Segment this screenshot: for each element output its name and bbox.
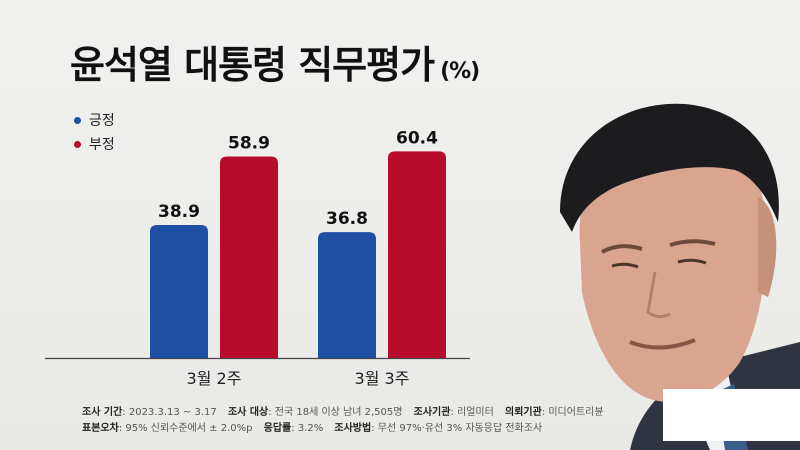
footer-value-target: : 전국 18세 이상 남녀 2,505명 xyxy=(268,407,403,418)
footer-line-2: 표본오차: 95% 신뢰수준에서 ± 2.0%p 응답률: 3.2% 조사방법:… xyxy=(82,421,604,437)
legend-label-positive: 긍정 xyxy=(89,113,115,129)
footer-line-1: 조사 기간: 2023.3.13 ~ 3.17 조사 대상: 전국 18세 이상… xyxy=(82,405,604,421)
bar-positive-1 xyxy=(150,224,208,358)
white-overlay-box xyxy=(663,389,800,441)
legend-dot-positive xyxy=(74,116,81,124)
footer-value-agency: : 리얼미터 xyxy=(450,407,494,418)
bar-positive-2 xyxy=(318,232,376,358)
footer-label-method: 조사방법 xyxy=(334,423,372,434)
footer-label-error: 표본오차 xyxy=(82,423,119,434)
survey-footer: 조사 기간: 2023.3.13 ~ 3.17 조사 대상: 전국 18세 이상… xyxy=(82,405,604,437)
bar-group: 38.9 58.9 3월 2주 36.8 60.4 3월 3주 xyxy=(45,128,470,388)
footer-label-client: 의뢰기관 xyxy=(505,407,542,418)
data-label-negative-2: 60.4 xyxy=(396,128,438,148)
x-tick-label-1: 3월 2주 xyxy=(187,369,242,388)
legend-dot-negative xyxy=(74,140,81,148)
legend-item-negative: 부정 xyxy=(74,132,115,156)
legend-item-positive: 긍정 xyxy=(74,108,115,132)
x-tick-label-2: 3월 3주 xyxy=(355,369,410,388)
chart-title: 윤석열 대통령 직무평가 (%) xyxy=(70,34,480,89)
footer-value-error: : 95% 신뢰수준에서 ± 2.0%p xyxy=(118,423,253,434)
data-label-positive-2: 36.8 xyxy=(326,209,368,229)
footer-value-response: : 3.2% xyxy=(291,423,324,434)
chart-title-text: 윤석열 대통령 직무평가 xyxy=(70,43,435,87)
legend-label-negative: 부정 xyxy=(89,137,115,153)
footer-value-period: : 2023.3.13 ~ 3.17 xyxy=(122,407,217,418)
footer-label-agency: 조사기관 xyxy=(413,407,451,418)
footer-label-target: 조사 대상 xyxy=(227,407,269,418)
data-label-positive-1: 38.9 xyxy=(158,202,200,222)
data-label-negative-1: 58.9 xyxy=(228,134,270,154)
footer-label-response: 응답률 xyxy=(263,423,292,434)
chart-legend: 긍정 부정 xyxy=(74,108,115,156)
chart-title-unit: (%) xyxy=(440,59,480,84)
footer-value-method: : 무선 97%·유선 3% 자동응답 전화조사 xyxy=(371,423,543,434)
footer-value-client: : 미디어트리뷴 xyxy=(541,407,604,418)
bar-negative-1 xyxy=(220,156,278,358)
footer-label-period: 조사 기간 xyxy=(82,407,123,418)
bar-negative-2 xyxy=(388,151,446,358)
